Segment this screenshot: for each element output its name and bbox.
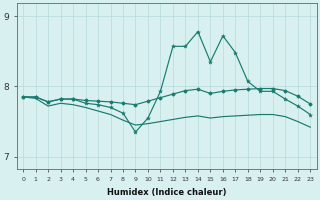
- X-axis label: Humidex (Indice chaleur): Humidex (Indice chaleur): [107, 188, 227, 197]
